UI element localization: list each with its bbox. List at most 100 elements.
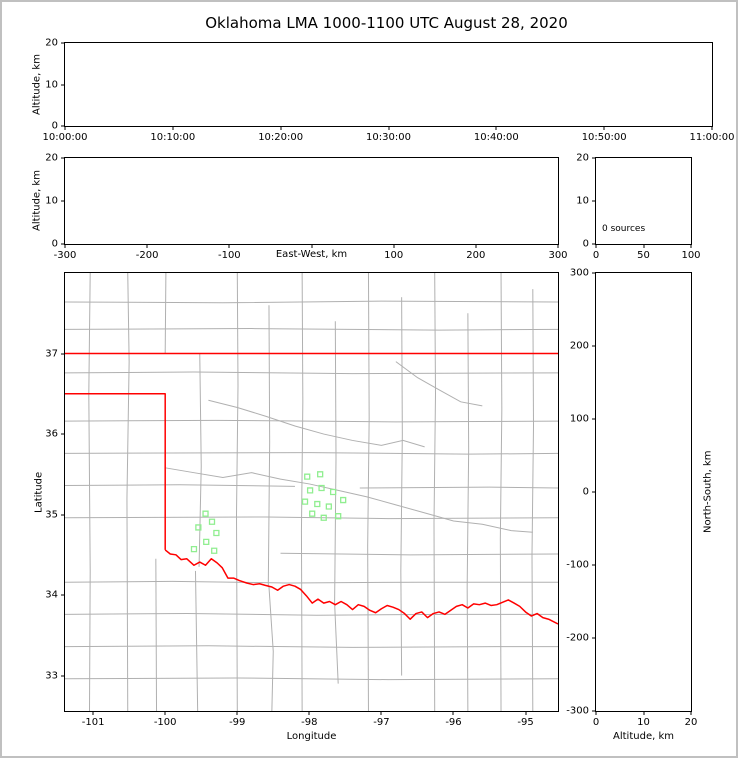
- x-tick-label: 300: [548, 250, 568, 261]
- y-tick-label: 20: [45, 152, 58, 164]
- y-tick-mark: [592, 272, 596, 274]
- y-tick-mark: [592, 710, 596, 712]
- y-tick-label: 37: [45, 348, 58, 359]
- x-tick-mark: [308, 711, 310, 715]
- x-tick-mark: [475, 244, 477, 248]
- x-tick-label: 10:20:00: [258, 132, 304, 143]
- ns-altitude-xlabel: Altitude, km: [613, 731, 674, 742]
- y-tick-label: 10: [45, 79, 58, 90]
- x-tick-label: -300: [53, 250, 77, 261]
- longitude-xlabel: Longitude: [286, 731, 337, 742]
- x-tick-mark: [146, 244, 148, 248]
- figure-title: Oklahoma LMA 1000-1100 UTC August 28, 20…: [205, 14, 568, 32]
- map-panel: -101 -100 -99 -98 -97 -96 -95 33 34 35 36 37: [45, 272, 559, 728]
- y-tick-label: 0: [582, 238, 589, 250]
- x-tick-mark: [236, 711, 238, 715]
- x-tick-label: 10: [637, 717, 650, 728]
- x-tick-mark: [690, 244, 692, 248]
- x-tick-mark: [603, 126, 605, 130]
- y-tick-label: 0: [51, 120, 58, 132]
- x-tick-label: 10:50:00: [581, 132, 627, 143]
- x-tick-label: 0: [592, 250, 600, 261]
- x-tick-label: 11:00:00: [689, 132, 735, 143]
- y-tick-mark: [592, 200, 596, 202]
- y-tick-label: 300: [569, 267, 589, 279]
- x-tick-label: -101: [81, 717, 105, 728]
- y-tick-mark: [61, 433, 65, 435]
- y-tick-mark: [592, 418, 596, 420]
- x-tick-mark: [525, 711, 527, 715]
- y-tick-mark: [592, 345, 596, 347]
- source-histogram-panel: 0 sources 0 50 100 0 10 20: [576, 153, 700, 262]
- ew-height-ylabel: Altitude, km: [31, 170, 43, 232]
- north-south-height-panel: 0 10 20 -300 -200 -100 0 100 200 300: [566, 268, 697, 729]
- oklahoma-map: [65, 273, 558, 711]
- y-tick-label: 10: [576, 195, 589, 207]
- y-tick-mark: [592, 564, 596, 566]
- y-tick-mark: [61, 514, 65, 516]
- east-west-height-panel: East-West, km -300-200-10001002003000102…: [45, 153, 567, 262]
- y-tick-label: -300: [566, 705, 589, 717]
- north-south-ylabel: North-South, km: [702, 450, 714, 534]
- latitude-ylabel: Latitude: [33, 471, 45, 513]
- county-lines: [65, 273, 558, 711]
- y-tick-label: 100: [569, 413, 589, 425]
- y-tick-mark: [61, 675, 65, 677]
- y-tick-mark: [592, 157, 596, 159]
- x-tick-label: -98: [301, 717, 318, 728]
- x-tick-label: 10:40:00: [473, 132, 519, 143]
- x-tick-mark: [380, 711, 382, 715]
- x-tick-label: -97: [373, 717, 390, 728]
- x-tick-label: 0: [592, 717, 600, 728]
- time-height-ylabel: Altitude, km: [31, 54, 43, 115]
- x-tick-label: 20: [684, 717, 698, 728]
- x-tick-mark: [64, 244, 66, 248]
- x-tick-mark: [690, 711, 692, 715]
- y-tick-label: -200: [566, 632, 589, 644]
- x-tick-label: -95: [517, 717, 534, 728]
- x-tick-mark: [393, 244, 395, 248]
- state-boundary: [65, 354, 558, 624]
- y-tick-label: 20: [45, 37, 58, 49]
- lma-stations: [191, 472, 345, 553]
- x-tick-label: -100: [217, 250, 241, 261]
- y-tick-mark: [61, 353, 65, 354]
- x-tick-mark: [643, 244, 644, 248]
- source-count-annotation: 0 sources: [602, 224, 646, 234]
- x-tick-mark: [311, 244, 312, 248]
- x-tick-mark: [711, 126, 713, 130]
- x-tick-label: 10:00:00: [42, 132, 88, 143]
- y-tick-mark: [61, 243, 65, 245]
- y-tick-label: 34: [45, 589, 58, 601]
- y-tick-mark: [61, 125, 65, 127]
- x-tick-mark: [495, 126, 497, 130]
- y-tick-label: 33: [45, 670, 58, 682]
- y-tick-label: 200: [569, 340, 589, 352]
- y-tick-mark: [61, 42, 65, 44]
- time-height-panel: 10:00:00 10:10:00 10:20:00 10:30:00 10:40:00…: [43, 38, 735, 144]
- y-tick-mark: [61, 84, 65, 85]
- y-tick-label: 36: [45, 428, 58, 440]
- x-tick-mark: [557, 244, 559, 248]
- x-tick-mark: [643, 711, 644, 715]
- east-west-axis-label: East-West, km: [270, 249, 353, 260]
- x-tick-label: -200: [135, 250, 159, 261]
- x-tick-mark: [64, 126, 66, 130]
- x-tick-mark: [172, 126, 174, 130]
- y-tick-mark: [61, 200, 65, 202]
- y-tick-label: 0: [51, 238, 58, 250]
- y-tick-label: 10: [45, 195, 58, 207]
- x-tick-label: 10:10:00: [150, 132, 196, 143]
- x-tick-mark: [92, 711, 94, 715]
- x-tick-mark: [595, 244, 597, 248]
- y-tick-mark: [592, 243, 596, 245]
- y-tick-label: 0: [582, 486, 589, 498]
- x-tick-mark: [280, 126, 282, 130]
- x-tick-label: 50: [637, 250, 650, 261]
- y-tick-label: 20: [576, 152, 589, 164]
- x-tick-mark: [595, 711, 597, 715]
- x-tick-mark: [452, 711, 454, 715]
- x-tick-label: -96: [445, 717, 462, 728]
- y-tick-mark: [61, 157, 65, 159]
